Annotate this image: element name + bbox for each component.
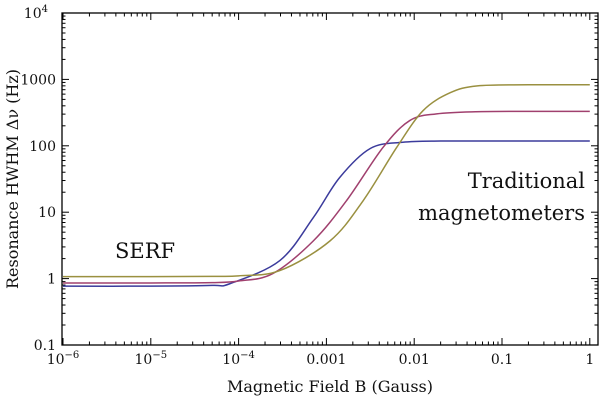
- annotation-magnetometers: magnetometers: [418, 201, 585, 225]
- x-tick-label: 0.01: [399, 352, 430, 368]
- x-tick-label: 10−6: [47, 350, 80, 368]
- series-line-1: [62, 110, 590, 284]
- y-axis-label: Resonance HWHM Δν (Hz): [3, 69, 22, 289]
- y-tick-label: 1: [47, 272, 56, 288]
- x-tick-label: 10−5: [135, 350, 168, 368]
- series-line-2: [62, 83, 590, 278]
- x-axis-label: Magnetic Field B (Gauss): [227, 377, 433, 396]
- y-tick-label: 100: [29, 139, 56, 155]
- annotation-serf: SERF: [115, 239, 175, 263]
- y-tick-label: 10: [38, 205, 56, 221]
- series-line-0: [62, 140, 590, 287]
- x-tick-label: 0.1: [491, 352, 513, 368]
- x-tick-label: 1: [585, 352, 594, 368]
- x-tick-label: 0.001: [306, 352, 346, 368]
- y-tick-label: 104: [24, 4, 48, 22]
- annotation-traditional: Traditional: [468, 169, 586, 193]
- x-tick-label: 10−4: [222, 350, 255, 368]
- y-tick-label: 0.1: [34, 338, 56, 354]
- plot-frame: [61, 12, 599, 346]
- y-tick-label: 1000: [20, 72, 56, 88]
